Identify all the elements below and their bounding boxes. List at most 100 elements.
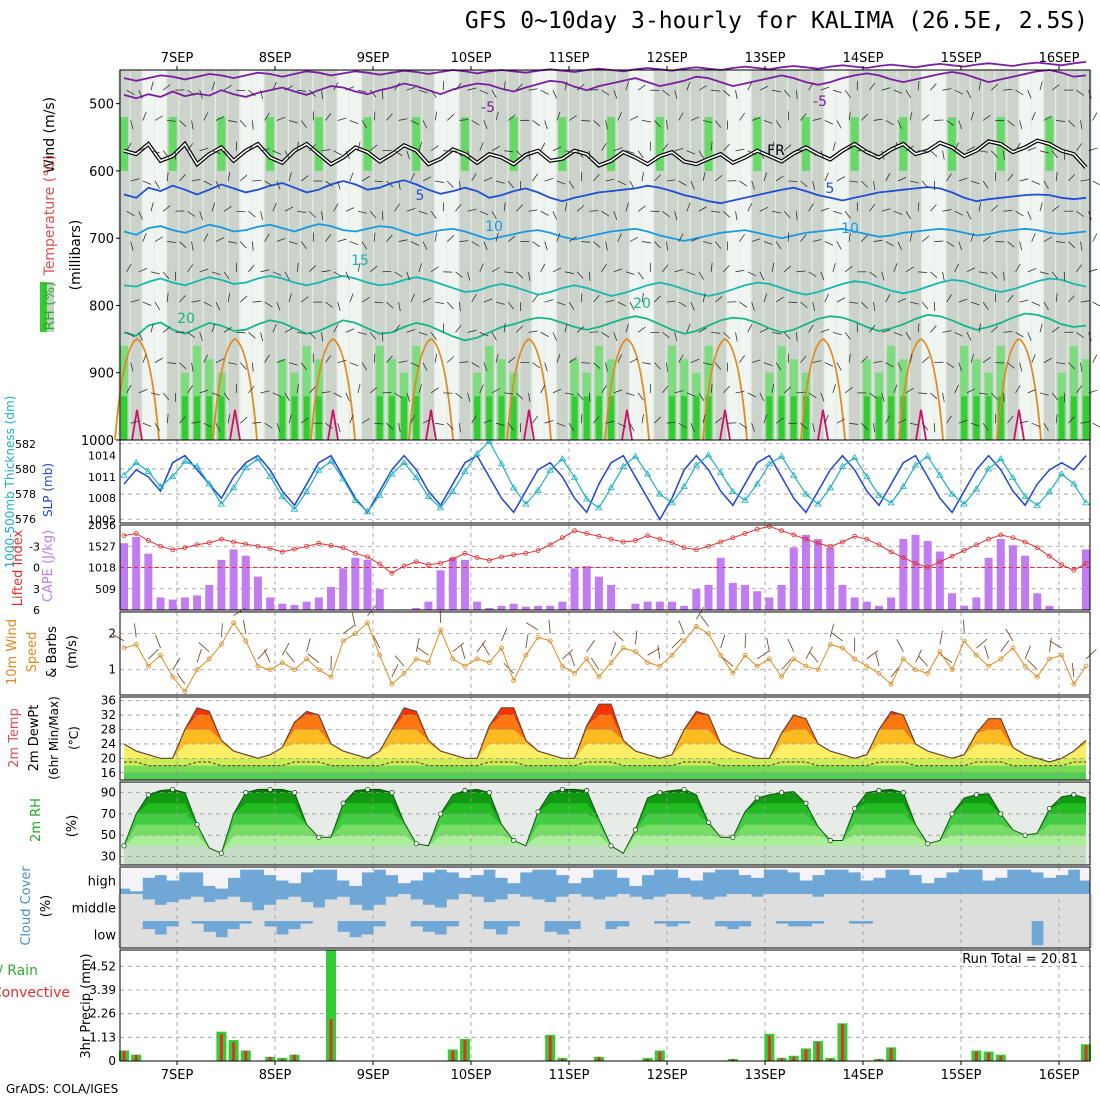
wind-barb xyxy=(455,271,463,278)
wind-barb xyxy=(861,301,868,309)
cape-bar xyxy=(680,605,689,610)
wind-speed-point xyxy=(352,631,358,637)
wind-barb xyxy=(199,389,209,394)
wind-barb xyxy=(459,423,461,433)
wind-barb xyxy=(678,422,687,429)
rh-shade-cell xyxy=(181,396,188,440)
cloud-cell xyxy=(337,867,350,881)
rh-shade-column xyxy=(362,70,374,440)
wind-barb xyxy=(690,423,695,432)
thickness-point xyxy=(546,466,554,473)
wind-barb xyxy=(990,271,998,279)
wind-barb xyxy=(796,149,806,152)
thickness-point xyxy=(1009,473,1017,481)
rh-shade-column xyxy=(556,70,568,440)
cloud-cell xyxy=(751,896,764,921)
rh-shade-column xyxy=(788,70,800,440)
wind-barb xyxy=(410,293,416,303)
wind-barb xyxy=(349,293,354,303)
wind-barb xyxy=(142,233,147,242)
wind-barb xyxy=(869,150,877,157)
wind-speed-point xyxy=(206,656,212,662)
wind-barb xyxy=(966,146,976,152)
wind-barb-10m xyxy=(372,635,381,649)
wind-barb xyxy=(374,422,384,425)
wind-barb-10m xyxy=(501,627,508,642)
cloud-cell xyxy=(130,894,143,921)
wind-barb xyxy=(735,269,745,273)
wind-barb xyxy=(605,299,615,303)
wind-barb xyxy=(483,177,493,182)
wind-barb xyxy=(637,150,644,159)
rh-shade-column xyxy=(873,70,885,440)
thickness-tick-label: 580 xyxy=(15,463,36,476)
wind-barb xyxy=(288,293,292,303)
axis-title-precip-total: Total / Rain xyxy=(0,963,38,979)
thickness-point xyxy=(972,485,981,492)
wind-barb xyxy=(576,150,584,158)
cape-bar xyxy=(412,607,421,610)
wind-barb xyxy=(434,353,438,363)
cloud-cell xyxy=(410,867,423,881)
wind-barb xyxy=(162,150,170,158)
wind-barb xyxy=(580,293,583,303)
lifted-index-point xyxy=(304,543,310,549)
wind-barb xyxy=(556,354,561,363)
wind-barb xyxy=(1080,241,1083,251)
thickness-point xyxy=(753,480,761,487)
wind-barb xyxy=(897,298,907,303)
thickness-point xyxy=(643,470,652,477)
wind-barb xyxy=(1051,392,1058,401)
rh2m-point xyxy=(998,811,1004,817)
wind-barb xyxy=(666,241,668,251)
thickness-point xyxy=(169,472,177,479)
lifted-index-point xyxy=(913,560,918,566)
thickness-point xyxy=(716,468,725,476)
wind-barb xyxy=(337,117,347,121)
rh-shade-column xyxy=(1068,70,1080,440)
wind-barb xyxy=(674,90,678,99)
cape-tick-label: 1527 xyxy=(88,540,116,553)
rh2m-point xyxy=(949,811,955,817)
wind-barb xyxy=(1076,264,1083,273)
rh-legend-swatch-green xyxy=(40,282,47,332)
wind-barb xyxy=(1068,241,1076,249)
rh-shade-column xyxy=(435,70,447,440)
wind-barb xyxy=(946,241,955,247)
thickness-point xyxy=(436,504,445,511)
cloud-cell xyxy=(921,867,935,884)
cloud-cell xyxy=(117,894,131,921)
wind-barb xyxy=(410,241,420,246)
cape-bar xyxy=(960,605,969,610)
wind-barb xyxy=(593,173,600,182)
wind-barb xyxy=(832,331,842,336)
cloud-cell xyxy=(714,867,728,870)
wind-barb xyxy=(893,263,898,272)
wind-barb xyxy=(1068,416,1075,424)
rh-shade-cell xyxy=(608,396,615,440)
wind-barb xyxy=(309,144,316,152)
wind-barb xyxy=(325,355,332,363)
wind-speed-point xyxy=(718,652,724,658)
wind-barb xyxy=(690,116,700,121)
wind-barb xyxy=(747,392,756,398)
cloud-cell xyxy=(629,921,643,948)
cloud-cell xyxy=(519,896,533,921)
wind-barb xyxy=(759,328,769,333)
rh-shade-cell xyxy=(194,396,201,440)
wind-barb xyxy=(516,150,524,158)
cloud-cell xyxy=(361,934,375,948)
wind-barb xyxy=(325,234,332,242)
wind-speed-point xyxy=(158,652,163,658)
wind-barb xyxy=(361,175,370,182)
rh2m-point xyxy=(340,800,346,806)
wind-barb xyxy=(861,113,868,121)
cloud-cell xyxy=(300,867,314,873)
wind-barb xyxy=(637,84,646,91)
wind-barb xyxy=(1076,143,1083,151)
wind-barb xyxy=(418,263,423,272)
wind-speed-point xyxy=(413,656,419,662)
wind-barb xyxy=(260,332,264,342)
lifted-index-point xyxy=(754,526,760,532)
wind-barb xyxy=(459,240,469,242)
